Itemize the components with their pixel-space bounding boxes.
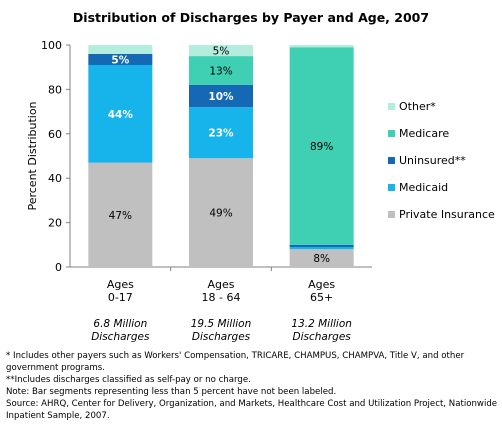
y-tick-label: 80 xyxy=(48,83,62,96)
bar-value-label: 47% xyxy=(109,210,132,222)
y-tick-label: 20 xyxy=(48,217,62,230)
y-tick-label: 40 xyxy=(48,172,62,185)
bar-segment-uninsured xyxy=(289,244,354,248)
bar-segment-privateinsurance xyxy=(88,162,153,267)
bar-value-label: 44% xyxy=(108,109,134,121)
y-tick-label: 100 xyxy=(41,39,62,52)
bar-segment-other xyxy=(189,45,253,57)
legend-label: Private Insurance xyxy=(399,208,495,221)
legend-swatch xyxy=(388,157,395,164)
legend-swatch xyxy=(388,130,395,137)
x-category-sublabel: Discharges xyxy=(293,331,352,343)
bar-segment-other xyxy=(289,45,354,48)
footnote-uninsured: **Includes discharges classified as self… xyxy=(6,375,251,385)
footnote-source: Source: AHRQ, Center for Delivery, Organ… xyxy=(6,399,498,421)
bar-value-label: 10% xyxy=(208,91,234,103)
bar-segment-medicare xyxy=(189,56,253,85)
x-category-label: Ages xyxy=(107,278,134,291)
x-category-label: Ages xyxy=(207,278,234,291)
bar-labels: 47% 44% 5% 49% 23% 10% 13% 5% 8% 89% xyxy=(108,46,334,266)
legend-swatch xyxy=(388,211,395,218)
footnote-note: Note: Bar segments representing less tha… xyxy=(6,387,337,397)
y-tick-label: 0 xyxy=(55,261,62,274)
bar-segment-medicaid xyxy=(289,247,354,250)
bar-segment-uninsured xyxy=(189,84,253,108)
axes: 0 20 40 60 80 100 Percent Distribution xyxy=(26,39,372,274)
bar-value-label: 5% xyxy=(111,54,129,66)
bar-segment-other xyxy=(88,45,153,54)
x-category-label: 0-17 xyxy=(108,291,133,304)
legend-swatch xyxy=(388,184,395,191)
legend-label: Medicaid xyxy=(399,181,448,194)
footnote-other-payers: * Includes other payers such as Workers'… xyxy=(6,351,465,373)
bar-value-label: 13% xyxy=(209,66,232,78)
bar-value-label: 89% xyxy=(310,141,333,153)
stacked-bar-chart: 0 20 40 60 80 100 Percent Distribution 47% 44% 5… xyxy=(26,39,495,343)
chart-title: Distribution of Discharges by Payer and … xyxy=(72,10,430,25)
bar-segment-privateinsurance xyxy=(289,249,354,267)
bar-segment-medicare xyxy=(289,47,354,245)
legend-label: Uninsured** xyxy=(399,154,466,167)
bar-segment-medicaid xyxy=(189,107,253,159)
y-tick-label: 60 xyxy=(48,128,62,141)
bars xyxy=(88,45,354,267)
bar-segment-uninsured xyxy=(88,53,153,65)
bar-segment-medicaid xyxy=(88,64,153,163)
y-axis-label: Percent Distribution xyxy=(26,101,39,210)
x-category-sublabel: Discharges xyxy=(192,331,251,343)
bar-value-label: 23% xyxy=(208,128,234,140)
x-category-sublabel: 6.8 Million xyxy=(93,318,147,330)
legend-label: Other* xyxy=(399,100,436,113)
x-category-label: 18 - 64 xyxy=(202,291,241,304)
x-category-sublabel: 19.5 Million xyxy=(191,318,252,330)
x-category-label: 65+ xyxy=(310,291,333,304)
footnotes: * Includes other payers such as Workers'… xyxy=(6,350,498,422)
legend-swatch xyxy=(388,103,395,110)
bar-segment-privateinsurance xyxy=(189,158,253,267)
x-category-label: Ages xyxy=(308,278,335,291)
bar-value-label: 8% xyxy=(313,253,330,265)
legend: Other* Medicare Uninsured** Medicaid Private… xyxy=(388,100,495,221)
x-category-sublabel: Discharges xyxy=(91,331,150,343)
bar-value-label: 49% xyxy=(209,208,232,220)
x-category-sublabel: 13.2 Million xyxy=(291,318,352,330)
legend-label: Medicare xyxy=(399,127,449,140)
bar-value-label: 5% xyxy=(213,46,230,58)
